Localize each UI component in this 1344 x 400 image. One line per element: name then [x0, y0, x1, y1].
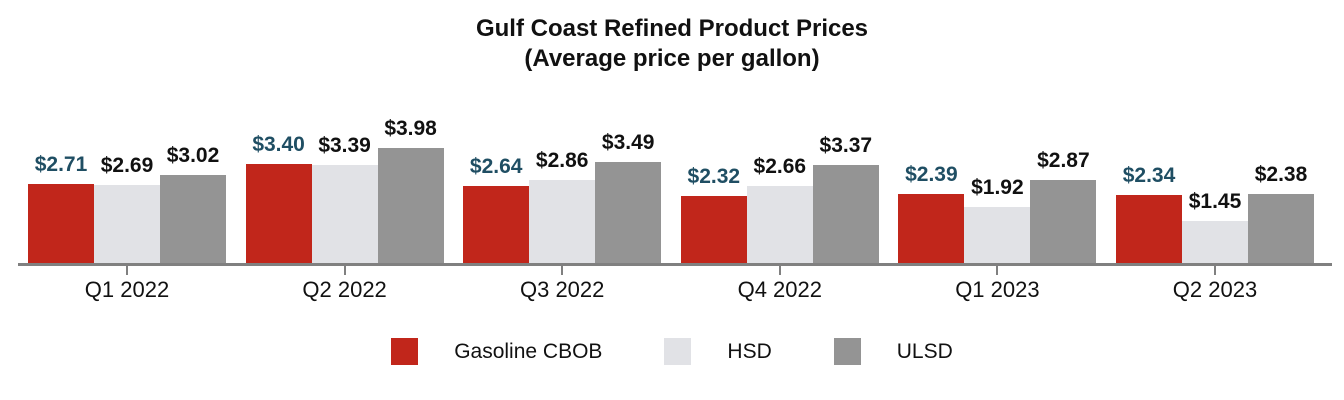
legend-item-ulsd: ULSD: [833, 338, 953, 365]
bar-wrap-gasoline-cbob-q4-2022: $2.32: [680, 164, 747, 263]
category-label-q3-2022: Q3 2022: [519, 277, 605, 302]
chart-title-line2: (Average price per gallon): [524, 45, 820, 72]
category-label-q2-2022: Q2 2022: [302, 277, 387, 302]
axis-tick-q2-2022: [343, 266, 346, 275]
value-label-ulsd-q3-2022: $3.49: [601, 130, 655, 154]
bar-wrap-ulsd-q2-2023: $2.38: [1248, 163, 1314, 263]
value-label-ulsd-q2-2022: $3.98: [384, 116, 437, 140]
bar-ulsd-q2-2023: [1248, 194, 1314, 263]
bar-hsd-q2-2022: [311, 164, 378, 263]
axis-tick-q1-2023: [996, 266, 999, 275]
bar-ulsd-q3-2022: [595, 161, 662, 263]
legend-swatch-gasoline-cbob: [391, 338, 419, 365]
value-label-gasoline-cbob-q4-2022: $2.32: [687, 164, 741, 188]
chart-legend: Gasoline CBOB HSD ULSD: [0, 338, 1344, 365]
legend-item-hsd: HSD: [664, 338, 772, 365]
bar-gasoline-cbob-q2-2023: [1116, 195, 1182, 263]
bar-wrap-ulsd-q2-2022: $3.98: [377, 116, 444, 263]
legend-label-ulsd: ULSD: [896, 339, 953, 363]
bar-group-q1-2023: $2.39 $1.92 $2.87: [898, 148, 1097, 263]
bar-hsd-q2-2023: [1182, 221, 1248, 263]
bar-wrap-hsd-q2-2022: $3.39: [311, 133, 378, 263]
bar-wrap-gasoline-cbob-q2-2023: $2.34: [1116, 164, 1182, 263]
bar-hsd-q4-2022: [746, 185, 813, 263]
category-label-q4-2022: Q4 2022: [737, 277, 822, 302]
category-label-q1-2023: Q1 2023: [955, 277, 1040, 302]
value-label-ulsd-q2-2023: $2.38: [1254, 163, 1308, 186]
bar-wrap-gasoline-cbob-q2-2022: $3.40: [245, 133, 312, 263]
value-label-hsd-q2-2022: $3.39: [318, 133, 371, 157]
bar-group-q3-2022: $2.64 $2.86 $3.49: [463, 130, 662, 263]
bar-group-q2-2022: $3.40 $3.39 $3.98: [245, 116, 444, 263]
legend-swatch-ulsd: [833, 338, 861, 365]
legend-label-hsd: HSD: [727, 339, 772, 363]
legend-swatch-hsd: [664, 338, 692, 365]
bar-wrap-gasoline-cbob-q1-2022: $2.71: [28, 153, 94, 263]
value-label-hsd-q2-2023: $1.45: [1188, 190, 1242, 213]
x-axis-line: [18, 263, 1332, 266]
chart-title: Gulf Coast Refined Product Prices (Avera…: [0, 14, 1344, 74]
bar-gasoline-cbob-q1-2023: [898, 193, 965, 263]
bar-wrap-hsd-q3-2022: $2.86: [529, 149, 596, 263]
value-label-ulsd-q1-2022: $3.02: [166, 144, 220, 168]
legend-label-gasoline-cbob: Gasoline CBOB: [454, 339, 603, 363]
value-label-hsd-q1-2022: $2.69: [100, 154, 154, 177]
bar-wrap-hsd-q2-2023: $1.45: [1182, 190, 1248, 263]
bar-ulsd-q1-2022: [160, 175, 226, 263]
bar-wrap-ulsd-q3-2022: $3.49: [595, 130, 662, 263]
value-label-ulsd-q1-2023: $2.87: [1037, 148, 1090, 172]
bar-group-q4-2022: $2.32 $2.66 $3.37: [680, 134, 879, 263]
value-label-gasoline-cbob-q3-2022: $2.64: [469, 155, 523, 179]
bar-group-q1-2022: $2.71 $2.69 $3.02: [28, 144, 226, 263]
value-label-gasoline-cbob-q2-2023: $2.34: [1122, 164, 1176, 188]
axis-tick-q3-2022: [561, 266, 564, 275]
bar-gasoline-cbob-q4-2022: [680, 195, 747, 263]
value-label-gasoline-cbob-q2-2022: $3.40: [252, 133, 305, 157]
category-label-q1-2022: Q1 2022: [84, 277, 170, 302]
bar-ulsd-q1-2023: [1030, 179, 1097, 263]
bar-wrap-ulsd-q1-2022: $3.02: [160, 144, 226, 263]
bar-wrap-ulsd-q4-2022: $3.37: [812, 134, 879, 263]
bar-wrap-hsd-q1-2022: $2.69: [94, 154, 160, 263]
bar-wrap-hsd-q4-2022: $2.66: [746, 154, 813, 263]
axis-tick-q1-2022: [126, 266, 128, 275]
bar-ulsd-q2-2022: [377, 147, 444, 263]
value-label-gasoline-cbob-q1-2023: $2.39: [905, 162, 958, 186]
bar-gasoline-cbob-q3-2022: [463, 186, 530, 263]
bar-wrap-ulsd-q1-2023: $2.87: [1030, 148, 1097, 263]
bar-hsd-q3-2022: [529, 180, 596, 263]
bar-wrap-hsd-q1-2023: $1.92: [964, 176, 1031, 263]
value-label-hsd-q3-2022: $2.86: [535, 149, 589, 173]
plot-area: $2.71 $2.69 $3.02 $3.40 $3.39 $3.98 $2.64 $2.86…: [18, 116, 1332, 266]
bar-ulsd-q4-2022: [812, 165, 879, 263]
value-label-gasoline-cbob-q1-2022: $2.71: [34, 153, 88, 177]
bar-group-q2-2023: $2.34 $1.45 $2.38: [1116, 163, 1314, 263]
bar-hsd-q1-2023: [964, 207, 1031, 263]
bar-gasoline-cbob-q1-2022: [28, 184, 94, 263]
bar-wrap-gasoline-cbob-q1-2023: $2.39: [898, 162, 965, 263]
value-label-hsd-q4-2022: $2.66: [753, 154, 807, 178]
legend-item-gasoline-cbob: Gasoline CBOB: [391, 338, 602, 365]
chart-title-line1: Gulf Coast Refined Product Prices: [475, 15, 869, 42]
value-label-hsd-q1-2023: $1.92: [971, 176, 1024, 200]
axis-tick-q4-2022: [778, 266, 781, 275]
axis-tick-q2-2023: [1214, 266, 1216, 275]
bar-hsd-q1-2022: [94, 185, 160, 263]
bar-gasoline-cbob-q2-2022: [245, 164, 312, 263]
value-label-ulsd-q4-2022: $3.37: [819, 134, 873, 158]
category-label-q2-2023: Q2 2023: [1172, 277, 1258, 302]
bar-wrap-gasoline-cbob-q3-2022: $2.64: [463, 155, 530, 263]
